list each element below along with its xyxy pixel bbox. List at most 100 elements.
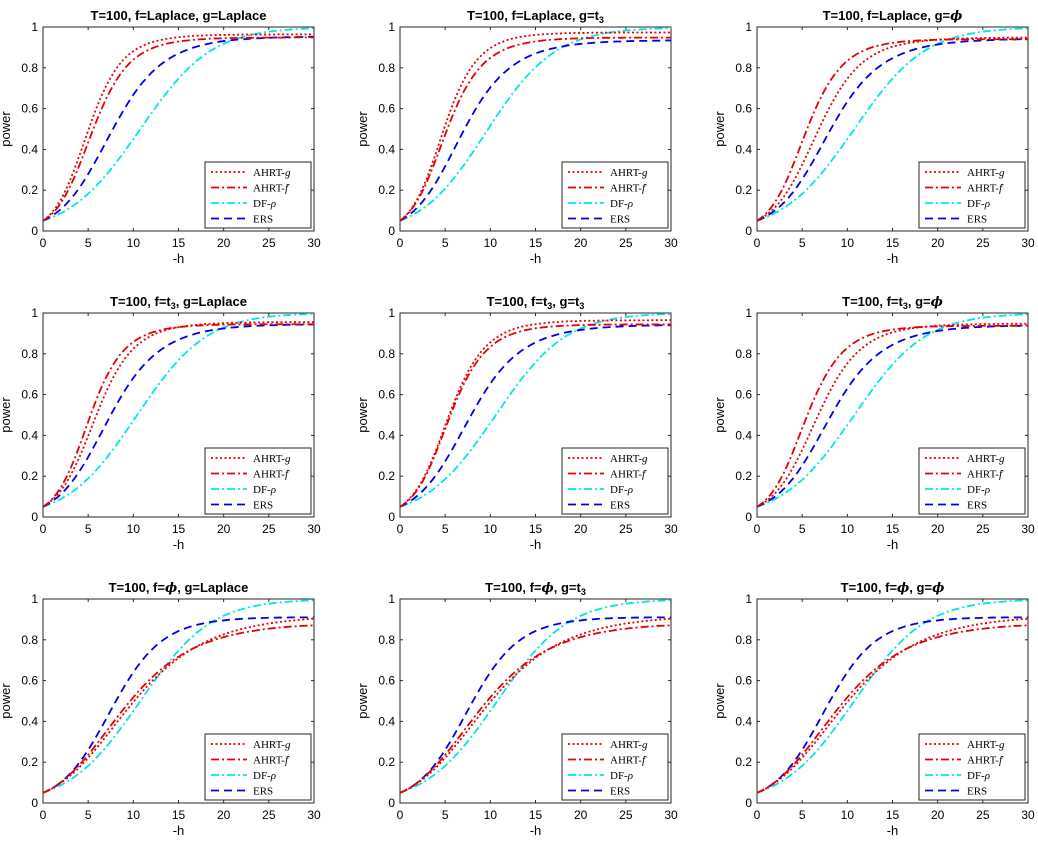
legend-label-ERS: ERS xyxy=(253,786,273,798)
legend: AHRT-g AHRT-f̂ DF-ρ ERS xyxy=(561,447,669,515)
x-axis-label: -h xyxy=(887,251,899,266)
y-tick-label: 0.6 xyxy=(735,388,752,402)
y-tick-label: 1 xyxy=(745,306,752,320)
y-tick-label: 0.4 xyxy=(21,714,38,728)
x-tick-label: 15 xyxy=(529,236,543,250)
x-tick-label: 20 xyxy=(574,808,588,822)
x-tick-label: 5 xyxy=(442,236,449,250)
y-tick-label: 0.8 xyxy=(735,633,752,647)
x-axis-label: -h xyxy=(173,823,185,838)
y-tick-label: 0.6 xyxy=(21,102,38,116)
series-line-DF-rho xyxy=(756,313,1029,508)
y-axis-label: power xyxy=(0,683,13,719)
legend: AHRT-g AHRT-f̂ DF-ρ ERS xyxy=(918,161,1026,229)
y-tick-label: 0.6 xyxy=(735,674,752,688)
x-tick-label: 0 xyxy=(397,808,404,822)
x-tick-label: 15 xyxy=(529,808,543,822)
legend-label-AHRT-g: AHRT-g xyxy=(253,453,291,465)
panel-6: T=100, f=t3​, g=ϕ 0 5 10 15 20 25 30 0 0.2 0.4 0.6 0… xyxy=(712,294,1035,552)
x-tick-label: 30 xyxy=(1021,236,1035,250)
y-tick-label: 1 xyxy=(31,20,38,34)
x-tick-label: 25 xyxy=(262,236,276,250)
x-tick-label: 30 xyxy=(307,522,321,536)
y-axis-label: power xyxy=(0,397,13,433)
y-tick-label: 0.8 xyxy=(378,633,395,647)
y-tick-label: 0.4 xyxy=(735,142,752,156)
y-tick-label: 0.8 xyxy=(21,61,38,75)
y-tick-label: 0.4 xyxy=(378,428,395,442)
legend-label-AHRT-g: AHRT-g xyxy=(253,739,291,751)
legend: AHRT-g AHRT-f̂ DF-ρ ERS xyxy=(918,447,1026,515)
x-tick-label: 25 xyxy=(619,236,633,250)
x-tick-label: 30 xyxy=(664,522,678,536)
x-axis-label: -h xyxy=(530,537,542,552)
y-tick-label: 1 xyxy=(745,20,752,34)
y-tick-label: 0.2 xyxy=(21,755,38,769)
x-tick-label: 30 xyxy=(307,808,321,822)
series-line-DF-rho xyxy=(756,27,1029,222)
legend-label-DF-rho: DF-ρ xyxy=(610,198,633,210)
x-tick-label: 30 xyxy=(664,236,678,250)
x-tick-label: 20 xyxy=(217,522,231,536)
legend-box xyxy=(561,733,669,801)
x-tick-label: 0 xyxy=(754,522,761,536)
y-tick-label: 0.6 xyxy=(378,388,395,402)
x-tick-label: 5 xyxy=(85,522,92,536)
legend-box xyxy=(918,161,1026,229)
legend-label-AHRT-g: AHRT-g xyxy=(610,739,648,751)
y-tick-label: 0.2 xyxy=(378,183,395,197)
series-line-AHRT-f xyxy=(399,36,671,222)
y-axis-label: power xyxy=(355,683,370,719)
legend-label-AHRT-f: AHRT-f̂ xyxy=(253,183,290,195)
y-tick-label: 0.4 xyxy=(735,714,752,728)
y-tick-label: 0.4 xyxy=(21,428,38,442)
x-tick-label: 15 xyxy=(172,808,186,822)
x-tick-label: 5 xyxy=(799,522,806,536)
series-line-ERS xyxy=(42,616,314,794)
legend-label-DF-rho: DF-ρ xyxy=(253,198,276,210)
x-tick-label: 25 xyxy=(262,808,276,822)
panel-title: T=100, f=t3​, g=t3​ xyxy=(487,294,585,311)
legend-label-AHRT-f: AHRT-f̂ xyxy=(610,469,647,481)
series-line-AHRT-f xyxy=(756,38,1028,222)
series-line-AHRT-f xyxy=(756,624,1029,794)
legend-label-ERS: ERS xyxy=(967,500,987,512)
x-tick-label: 10 xyxy=(484,522,498,536)
x-tick-label: 10 xyxy=(841,236,855,250)
panel-title: T=100, f=Laplace, g=t3​ xyxy=(467,8,604,25)
panel-title: T=100, f=Laplace, g=Laplace xyxy=(91,8,267,23)
legend-label-DF-rho: DF-ρ xyxy=(967,770,990,782)
series-line-AHRT-f xyxy=(42,323,314,508)
legend-label-ERS: ERS xyxy=(610,786,630,798)
legend-label-AHRT-f: AHRT-f̂ xyxy=(610,755,647,767)
y-axis-label: power xyxy=(355,397,370,433)
x-tick-label: 20 xyxy=(931,236,945,250)
series-line-AHRT-f xyxy=(42,36,314,222)
x-tick-label: 25 xyxy=(619,808,633,822)
y-tick-label: 0.2 xyxy=(21,469,38,483)
panel-title: T=100, f=ϕ, g=t3​ xyxy=(485,580,586,597)
x-axis-label: -h xyxy=(530,251,542,266)
legend-box xyxy=(561,447,669,515)
x-tick-label: 20 xyxy=(931,522,945,536)
x-tick-label: 5 xyxy=(799,236,806,250)
panel-3: T=100, f=Laplace, g=ϕ 0 5 10 15 20 25 30 0 0.2 0.4… xyxy=(712,8,1035,266)
x-tick-label: 15 xyxy=(886,522,900,536)
y-tick-label: 0 xyxy=(388,796,395,810)
series-line-ERS xyxy=(399,39,671,222)
legend-label-AHRT-g: AHRT-g xyxy=(967,167,1005,179)
legend-label-DF-rho: DF-ρ xyxy=(253,770,276,782)
panel-title: T=100, f=ϕ, g=Laplace xyxy=(109,580,249,596)
panel-8: T=100, f=ϕ, g=t3​ 0 5 10 15 20 25 30 0 0.2 0.4 0.6 0… xyxy=(355,580,678,838)
y-tick-label: 0.2 xyxy=(735,183,752,197)
x-axis-label: -h xyxy=(173,251,185,266)
x-tick-label: 15 xyxy=(529,522,543,536)
x-tick-label: 15 xyxy=(886,808,900,822)
panel-5: T=100, f=t3​, g=t3​ 0 5 10 15 20 25 30 0 0.2 0.4 0.… xyxy=(355,294,678,552)
x-tick-label: 10 xyxy=(484,236,498,250)
x-tick-label: 20 xyxy=(574,236,588,250)
y-tick-label: 0 xyxy=(745,224,752,238)
y-axis-label: power xyxy=(712,111,727,147)
y-axis-label: power xyxy=(0,111,13,147)
